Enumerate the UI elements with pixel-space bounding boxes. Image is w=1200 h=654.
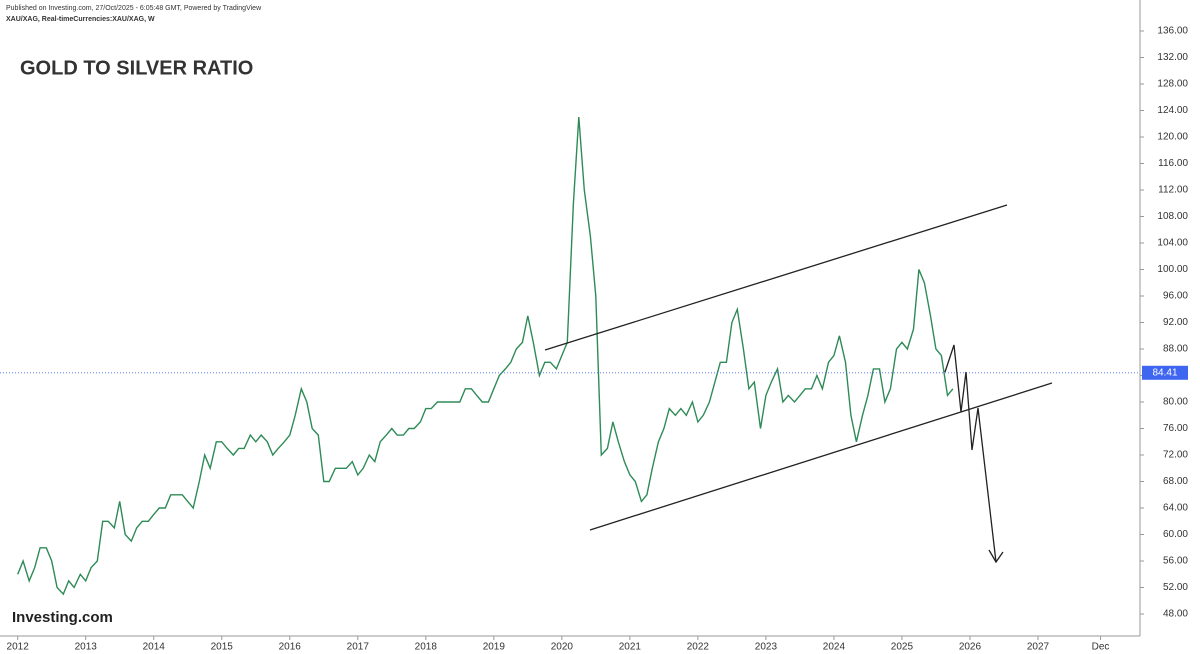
y-tick-label: 56.00	[1163, 556, 1188, 567]
y-tick-label: 48.00	[1163, 609, 1188, 620]
y-tick-label: 76.00	[1163, 423, 1188, 434]
chart-title: GOLD TO SILVER RATIO	[20, 57, 253, 79]
y-tick-label: 120.00	[1157, 132, 1188, 143]
y-tick-label: 80.00	[1163, 397, 1188, 408]
y-tick-label: 104.00	[1157, 238, 1188, 249]
x-tick-label: Dec	[1092, 642, 1110, 653]
y-tick-label: 112.00	[1158, 185, 1188, 196]
ratio-line	[17, 117, 954, 596]
x-tick-label: 2015	[211, 642, 234, 653]
y-tick-label: 52.00	[1163, 582, 1188, 593]
upper-trendline	[544, 204, 1008, 351]
x-tick-label: 2017	[347, 642, 370, 653]
arrow-head	[988, 549, 1004, 564]
x-tick-label: 2025	[891, 642, 914, 653]
x-tick-label: 2021	[619, 642, 642, 653]
x-tick-label: 2027	[1027, 642, 1050, 653]
x-tick-label: 2013	[75, 642, 98, 653]
symbol-info: XAU/XAG, Real-timeCurrencies:XAU/XAG, W	[6, 16, 155, 23]
y-tick-label: 108.00	[1157, 211, 1188, 222]
x-tick-label: 2019	[483, 642, 506, 653]
annotations	[544, 204, 1053, 564]
y-tick-label: 116.00	[1158, 158, 1188, 169]
y-tick-label: 100.00	[1157, 264, 1188, 275]
last-price-label: 84.41	[1152, 367, 1177, 378]
y-tick-label: 124.00	[1157, 105, 1188, 116]
y-tick-label: 96.00	[1163, 291, 1188, 302]
x-tick-label: 2022	[687, 642, 710, 653]
published-note: Published on Investing.com, 27/Oct/2025 …	[6, 5, 262, 12]
y-tick-label: 92.00	[1163, 317, 1188, 328]
y-tick-label: 64.00	[1163, 503, 1188, 514]
y-tick-label: 60.00	[1163, 529, 1188, 540]
projection-arrow	[944, 344, 997, 563]
y-tick-label: 128.00	[1157, 79, 1188, 90]
logo: Investing.com	[12, 609, 113, 626]
x-tick-label: 2020	[551, 642, 574, 653]
x-tick-label: 2023	[755, 642, 778, 653]
y-tick-label: 68.00	[1163, 476, 1188, 487]
x-tick-label: 2014	[143, 642, 166, 653]
last-price-box	[1142, 365, 1188, 380]
y-tick-label: 72.00	[1163, 450, 1188, 461]
y-tick-label: 132.00	[1157, 52, 1188, 63]
y-tick-label: 88.00	[1163, 344, 1188, 355]
x-tick-label: 2012	[7, 642, 30, 653]
x-tick-label: 2024	[823, 642, 846, 653]
y-tick-label: 136.00	[1157, 26, 1188, 37]
x-tick-label: 2018	[415, 642, 438, 653]
x-tick-label: 2016	[279, 642, 302, 653]
x-tick-label: 2026	[959, 642, 982, 653]
lower-trendline	[589, 382, 1053, 531]
